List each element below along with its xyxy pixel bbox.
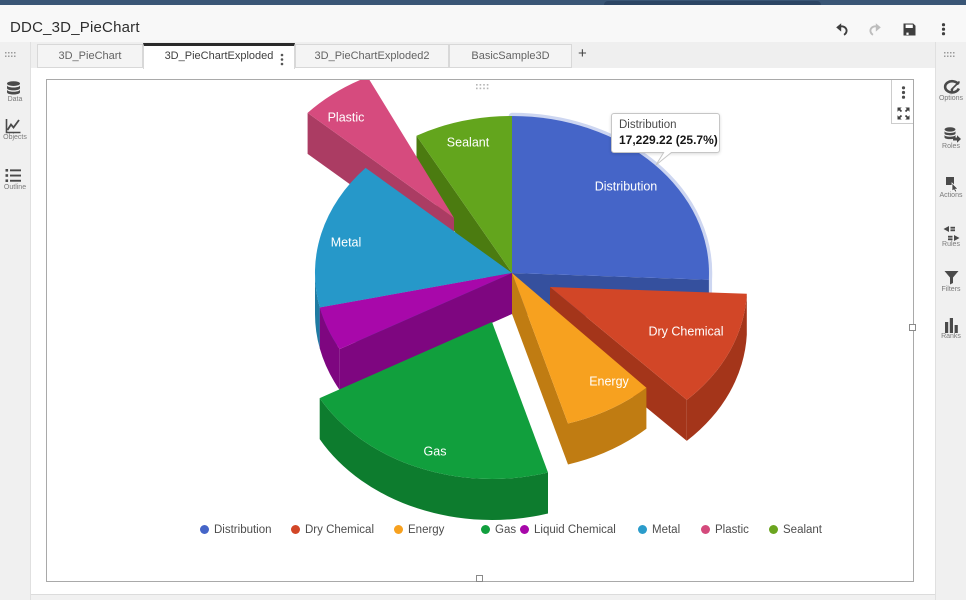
svg-text:Sealant: Sealant (447, 135, 490, 149)
svg-text:Gas: Gas (424, 444, 447, 458)
svg-text:Distribution: Distribution (595, 179, 658, 193)
svg-text:Energy: Energy (589, 374, 629, 388)
svg-text:Plastic: Plastic (328, 110, 365, 124)
svg-text:Metal: Metal (331, 235, 362, 249)
svg-text:Dry Chemical: Dry Chemical (648, 324, 723, 338)
